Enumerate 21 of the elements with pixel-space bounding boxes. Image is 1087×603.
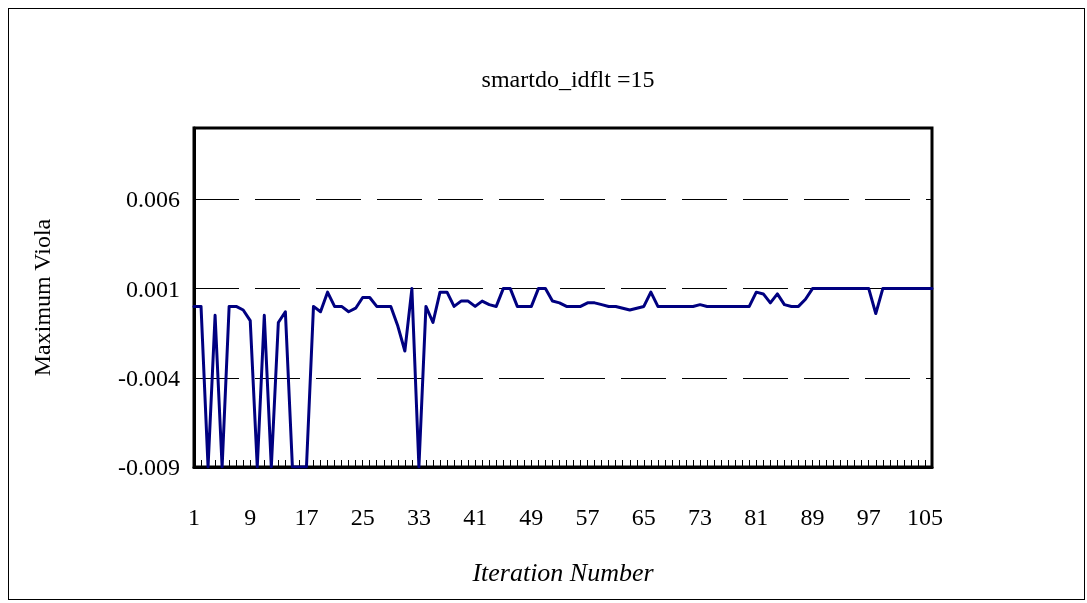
x-tick-label: 105 [906,504,943,530]
y-tick-label: -0.004 [118,364,180,391]
x-tick-label: 81 [744,504,769,530]
y-tick-label: 0.001 [126,275,180,302]
x-tick-label: 73 [688,504,713,530]
x-tick-label: 17 [294,504,319,530]
chart-title: smartdo_idflt =15 [481,66,655,92]
x-tick-label: 57 [575,504,600,530]
x-tick-label: 25 [350,504,375,530]
x-axis-title: Iteration Number [471,557,655,587]
x-tick-label: 97 [856,504,881,530]
y-axis-title: Maximum Viola [29,218,55,377]
x-tick-label: 9 [244,504,257,530]
x-tick-label: 65 [631,504,656,530]
x-tick-label: 33 [406,504,431,530]
x-tick-label: 49 [519,504,544,530]
x-tick-label: 41 [463,504,488,530]
y-tick-label: -0.009 [118,454,180,480]
x-tick-label: 1 [188,504,200,530]
x-tick-label: 89 [800,504,825,530]
y-tick-label: 0.006 [126,186,180,213]
